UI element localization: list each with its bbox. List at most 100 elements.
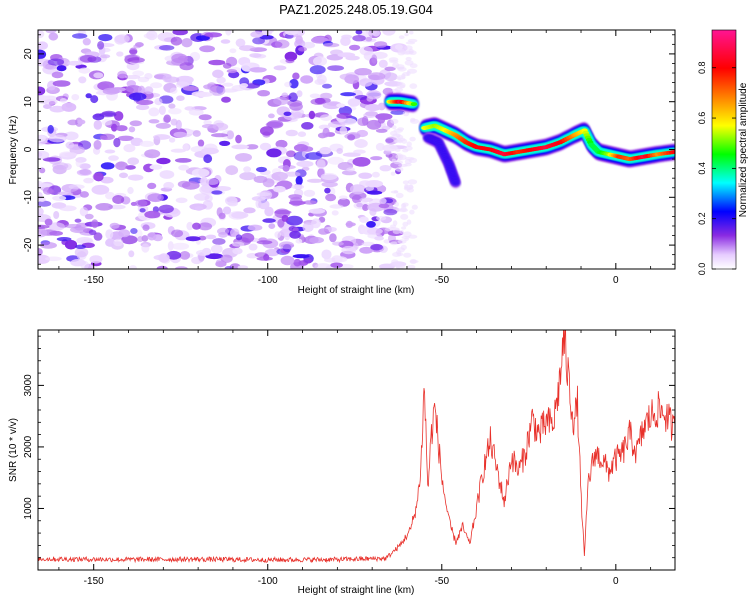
noise-blob [408,157,418,163]
noise-blob [149,164,163,170]
noise-blob [175,197,188,204]
noise-blob [216,207,223,217]
noise-blob [397,247,405,253]
colorbar-tick-label: 0.0 [697,263,707,276]
noise-blob [409,63,418,69]
noise-blob [216,76,226,84]
spectrogram-ylabel: Frequency (Hz) [8,116,19,185]
noise-blob [196,249,211,256]
noise-blob [390,171,396,176]
noise-blob [156,265,168,269]
noise-blob [361,116,369,126]
noise-blob [105,191,115,200]
noise-blob [392,252,402,257]
noise-blob [342,152,361,157]
noise-blob [235,38,246,48]
noise-blob [243,166,252,173]
noise-blob [92,172,103,181]
noise-blob [273,97,289,106]
noise-blob [379,198,387,204]
noise-blob [384,66,396,72]
noise-blob [253,53,267,59]
noise-blob [314,97,326,105]
noise-blob [59,205,77,212]
noise-blob [186,221,194,231]
noise-blob [402,111,410,117]
noise-blob [129,120,142,127]
noise-blob [292,72,300,80]
noise-blob [399,230,404,234]
noise-blob [366,190,383,195]
colorbar-tick-label: 0.8 [697,61,707,74]
noise-blob [88,229,97,235]
noise-blob [394,201,399,207]
noise-blob [398,35,405,40]
noise-blob [353,149,366,154]
noise-blob [295,238,303,244]
noise-blob [266,148,282,158]
noise-blob [409,30,414,35]
noise-blob [158,253,170,263]
noise-blob [372,30,381,37]
noise-blob [154,98,163,106]
noise-blob [43,99,58,105]
noise-blob [390,190,399,194]
noise-blob [338,195,348,200]
noise-blob [64,152,78,157]
noise-blob [159,95,174,104]
noise-blob [286,150,296,158]
y-tick-label: -20 [23,237,34,252]
noise-blob [367,72,386,81]
noise-blob [158,204,174,214]
noise-blob [49,230,63,236]
noise-blob [359,197,374,203]
noise-blob [247,224,263,231]
noise-blob [283,111,292,117]
noise-blob [244,83,260,89]
noise-blob [79,207,89,217]
noise-blob [198,222,213,231]
noise-blob [397,139,403,144]
noise-blob [38,135,46,143]
noise-blob [97,41,105,50]
noise-blob [115,161,128,171]
noise-blob [396,84,405,89]
noise-blob [125,75,141,80]
noise-blob [139,208,146,213]
noise-blob [410,117,416,122]
noise-blob [104,149,116,154]
noise-blob [260,126,274,136]
noise-blob [47,58,65,66]
noise-blob [75,244,86,249]
noise-blob [139,140,155,147]
noise-blob [93,232,103,241]
noise-blob [141,243,150,253]
noise-blob [174,158,192,163]
noise-blob [198,235,207,241]
noise-blob [249,67,267,73]
noise-blob [252,37,265,45]
noise-blob [359,46,373,56]
noise-blob [274,231,282,239]
noise-blob [332,241,344,246]
snr-series-line [38,330,675,564]
noise-blob [48,32,59,41]
noise-blob [271,171,289,181]
noise-blob [295,176,303,186]
x-tick-label: 0 [613,576,619,587]
spectrogram-x-axis: -150 -100 -50 0 [58,30,652,286]
noise-blob [284,81,292,88]
noise-blob [100,54,111,59]
noise-blob [211,190,223,195]
noise-blob [175,266,188,269]
noise-blob [303,258,313,264]
noise-blob [355,30,363,35]
noise-blob [67,119,79,126]
y-tick-label: 2000 [23,435,34,458]
noise-blob [411,204,418,210]
noise-blob [136,104,150,111]
noise-blob [219,140,231,146]
noise-blob [182,143,189,151]
noise-blob [203,84,217,90]
